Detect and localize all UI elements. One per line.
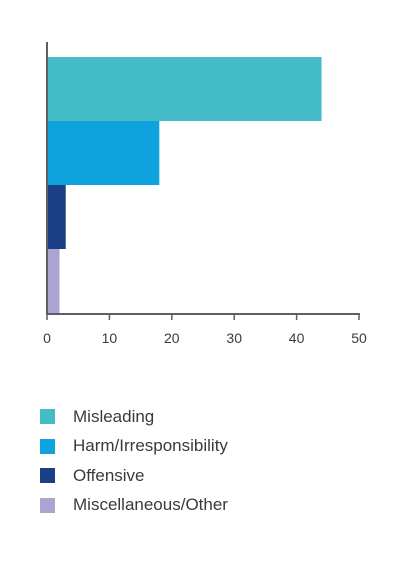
x-tick-label-0: 0 (43, 330, 51, 346)
legend-item-misleading: Misleading (40, 402, 228, 432)
x-tick-label-50: 50 (351, 330, 367, 346)
bar-offensive (47, 185, 66, 249)
legend-swatch-miscellaneous-other (40, 497, 55, 513)
bar-misleading (47, 57, 322, 121)
x-tick-label-40: 40 (289, 330, 305, 346)
axes (46, 42, 360, 315)
bars (47, 57, 322, 313)
legend-label-miscellaneous-other: Miscellaneous/Other (73, 495, 228, 515)
bar-harm-irresponsibility (47, 121, 160, 185)
x-axis-ticks: 0 10 20 30 40 50 (43, 314, 367, 346)
legend-swatch-harm-irresponsibility (40, 438, 55, 454)
legend-item-offensive: Offensive (40, 461, 228, 491)
legend-item-miscellaneous-other: Miscellaneous/Other (40, 491, 228, 521)
legend-label-offensive: Offensive (73, 465, 145, 485)
legend: Misleading Harm/Irresponsibility Offensive… (40, 402, 228, 520)
legend-swatch-offensive (40, 468, 55, 484)
bar-miscellaneous-other (47, 249, 60, 313)
x-tick-label-10: 10 (102, 330, 118, 346)
legend-item-harm-irresponsibility: Harm/Irresponsibility (40, 432, 228, 462)
legend-label-misleading: Misleading (73, 406, 155, 426)
x-tick-label-30: 30 (226, 330, 242, 346)
x-tick-label-20: 20 (164, 330, 180, 346)
legend-swatch-misleading (40, 409, 55, 425)
legend-label-harm-irresponsibility: Harm/Irresponsibility (73, 436, 228, 456)
